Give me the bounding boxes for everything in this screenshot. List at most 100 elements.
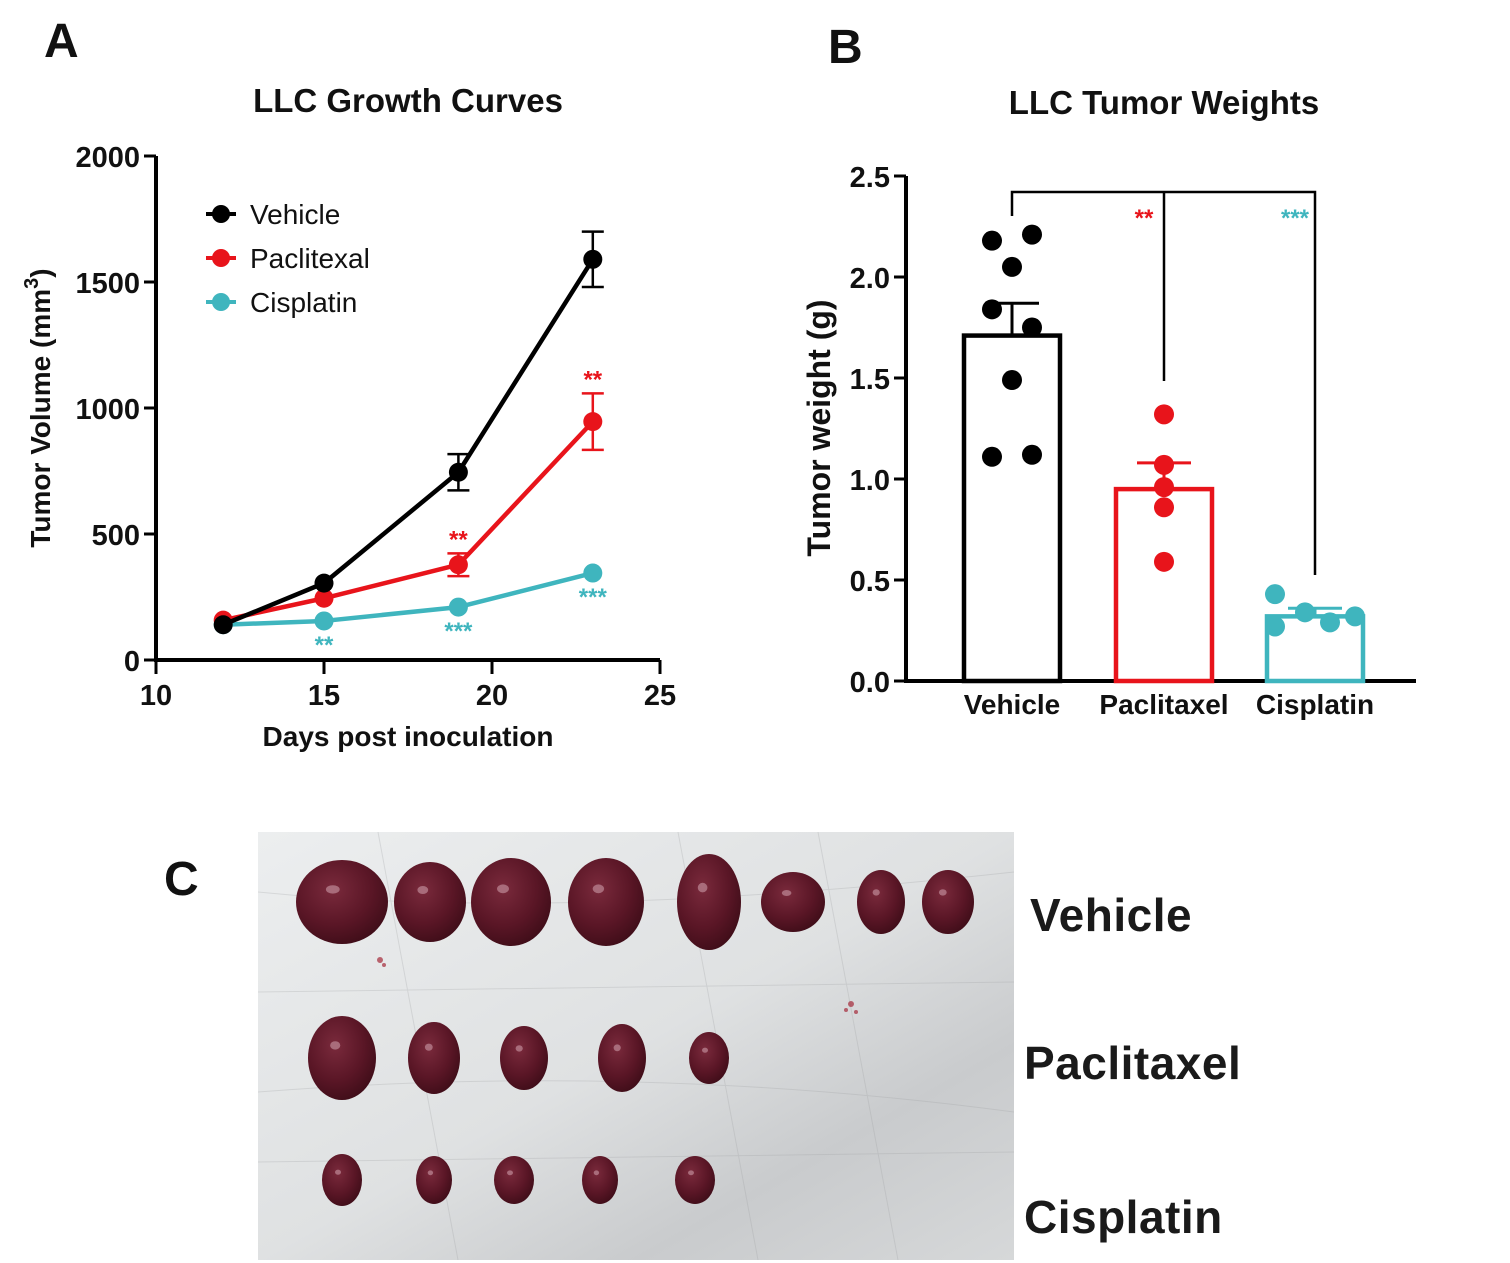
bar-group-paclitaxel: Paclitaxel (1099, 404, 1229, 720)
data-point (1265, 584, 1285, 605)
x-category-label: Paclitaxel (1099, 689, 1228, 720)
legend-marker (212, 249, 230, 267)
tumor-vehicle (471, 858, 551, 946)
tumor-highlight (938, 889, 947, 896)
tumor-cisplatin (322, 1154, 362, 1206)
tumor-highlight (515, 1045, 523, 1052)
tumor-highlight (507, 1170, 513, 1176)
data-point-vehicle (448, 462, 468, 482)
tumor-highlight (872, 889, 880, 896)
legend-label: Cisplatin (250, 287, 357, 318)
y-tick-label: 0.5 (850, 566, 890, 598)
tumor-highlight (417, 886, 429, 894)
data-point (1295, 602, 1315, 623)
tumor-vehicle (568, 858, 644, 946)
tumor-highlight (335, 1169, 341, 1175)
tumor-highlight (613, 1044, 621, 1052)
tumor-highlight (688, 1170, 694, 1176)
tumor-vehicle (296, 860, 388, 944)
series-line-paclitexal (222, 420, 595, 623)
tumor-highlight (697, 882, 708, 893)
data-point (1265, 616, 1285, 637)
x-tick-label: 25 (644, 680, 676, 712)
chart-a-ylabel: Tumor Volume (mm3) (21, 268, 56, 547)
data-point-cisplatin (448, 597, 468, 617)
data-point-paclitexal (314, 588, 334, 608)
legend-item-vehicle: Vehicle (206, 199, 340, 230)
data-point-vehicle (583, 249, 603, 269)
x-tick-label: 20 (476, 680, 508, 712)
legend-marker (212, 205, 230, 223)
x-category-label: Vehicle (964, 689, 1061, 720)
series-line-vehicle (222, 258, 595, 627)
data-point-cisplatin (583, 563, 603, 583)
panel-label-a: A (44, 15, 79, 68)
tumor-highlight (325, 885, 340, 894)
data-point (1154, 551, 1174, 572)
y-tick-label: 1000 (75, 394, 140, 426)
series-line-cisplatin (223, 570, 594, 627)
growth-curve-chart: LLC Growth Curves 0 500 1000 1500 2000 10 15 20… (21, 82, 676, 752)
y-tick-label: 1500 (75, 268, 140, 300)
tumor-vehicle (922, 870, 974, 934)
significance-label: *** (1281, 205, 1310, 232)
data-point (1002, 256, 1022, 277)
y-tick-label: 1.0 (850, 465, 890, 497)
data-point (1320, 612, 1340, 633)
chart-b-ylabel: Tumor weight (g) (801, 299, 837, 556)
x-tick-label: 15 (308, 680, 340, 712)
chart-b-title: LLC Tumor Weights (1009, 84, 1319, 121)
data-point (982, 230, 1002, 251)
photo-label-cisplatin: Cisplatin (1024, 1191, 1223, 1243)
y-tick-label: 2.5 (850, 162, 890, 194)
data-point-cisplatin (314, 611, 334, 631)
data-point (982, 299, 1002, 320)
bar-group-cisplatin: Cisplatin (1256, 584, 1374, 720)
tumor-vehicle (857, 870, 905, 934)
panel-label-c: C (164, 853, 199, 906)
tumor-highlight (497, 884, 509, 894)
significance-label: *** (579, 584, 608, 611)
legend-marker (212, 293, 230, 311)
tumor-paclitaxel (408, 1022, 460, 1094)
data-point-paclitexal (583, 412, 603, 432)
chart-a-title: LLC Growth Curves (253, 82, 563, 119)
significance-label: ** (315, 632, 334, 659)
data-point (1022, 444, 1042, 465)
bar-group-vehicle: Vehicle (961, 224, 1063, 720)
ylabel-superscript: 3 (21, 278, 43, 289)
data-point (1002, 370, 1022, 391)
tumor-paclitaxel (500, 1026, 548, 1090)
tumor-highlight (427, 1170, 434, 1176)
tumor-highlight (702, 1047, 708, 1053)
tumor-cisplatin (582, 1156, 618, 1204)
tumor-photo (258, 832, 1014, 1260)
legend-item-paclitexal: Paclitexal (206, 243, 370, 274)
panel-label-b: B (828, 21, 863, 74)
photo-label-paclitaxel: Paclitaxel (1024, 1037, 1242, 1089)
x-category-label: Cisplatin (1256, 689, 1374, 720)
data-point-vehicle (213, 615, 233, 635)
ylabel-close: ) (25, 268, 56, 277)
tumor-vehicle (677, 854, 741, 950)
photo-label-vehicle: Vehicle (1030, 889, 1193, 941)
data-point (1154, 497, 1174, 518)
tumor-vehicle (761, 872, 825, 932)
data-point-vehicle (314, 573, 334, 593)
significance-label: ** (449, 526, 468, 553)
data-point (1022, 317, 1042, 338)
y-tick-label: 2000 (75, 142, 140, 174)
y-tick-label: 500 (92, 520, 140, 552)
tumor-highlight (330, 1041, 341, 1050)
significance-label: *** (444, 618, 473, 645)
tumor-highlight (781, 890, 792, 896)
data-point (982, 446, 1002, 467)
tumor-vehicle (394, 862, 466, 942)
data-point-paclitexal (448, 555, 468, 575)
legend-label: Vehicle (250, 199, 340, 230)
x-tick-label: 10 (140, 680, 172, 712)
tumor-highlight (592, 884, 605, 894)
data-point (1154, 477, 1174, 498)
legend-label: Paclitexal (250, 243, 370, 274)
significance-label: ** (583, 366, 602, 393)
